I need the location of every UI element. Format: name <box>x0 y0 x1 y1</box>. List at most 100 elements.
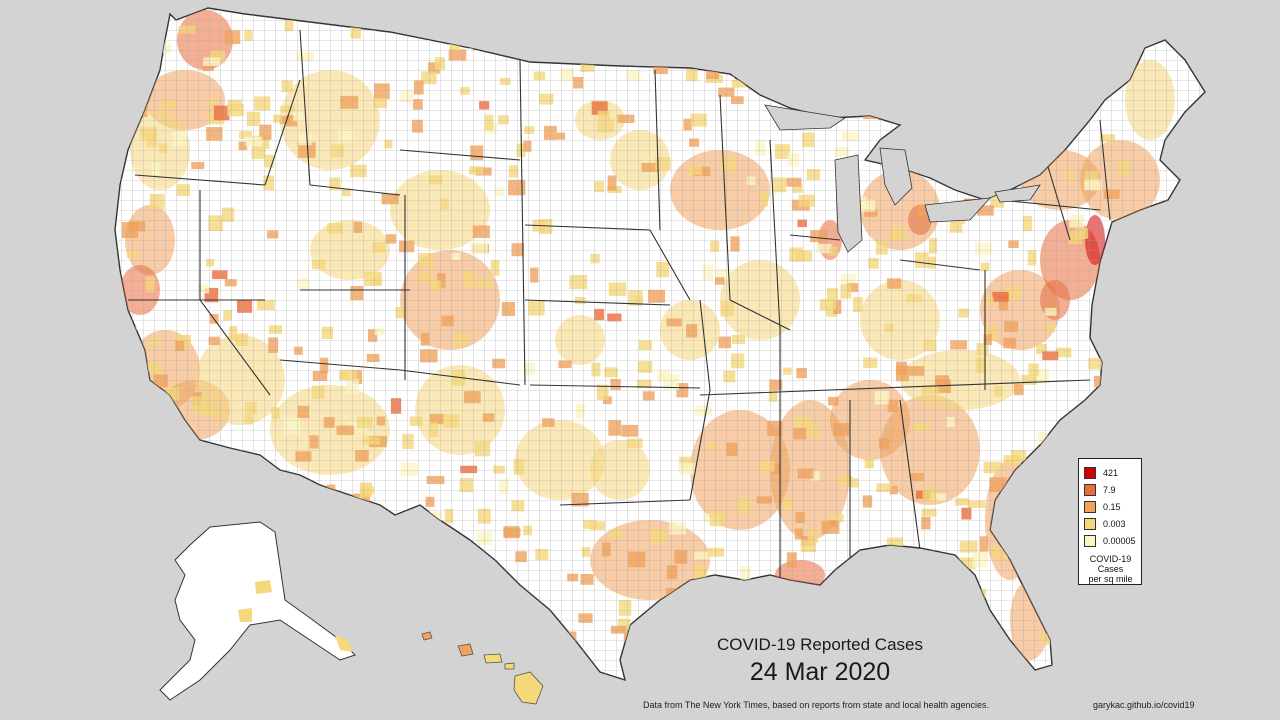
county-fill <box>247 486 256 498</box>
county-fill <box>127 505 139 515</box>
county-fill <box>569 653 585 668</box>
legend-label: 7.9 <box>1103 484 1116 495</box>
county-fill <box>1059 538 1070 547</box>
county-fill <box>981 641 997 650</box>
county-fill <box>406 602 421 617</box>
county-fill <box>446 607 459 616</box>
county-fill <box>674 35 687 45</box>
county-fill <box>602 26 619 39</box>
county-fill <box>730 621 740 635</box>
legend-title-line: COVID-19 <box>1089 554 1132 564</box>
county-fill <box>1088 613 1104 626</box>
county-fill <box>810 94 824 111</box>
legend-item: 0.003 <box>1084 516 1137 531</box>
county-fill <box>1042 474 1056 483</box>
county-fill <box>1110 312 1125 324</box>
county-fill <box>325 511 339 523</box>
county-fill <box>643 642 653 651</box>
county-fill <box>169 450 188 462</box>
county-fill <box>936 91 946 104</box>
source-note: Data from The New York Times, based on r… <box>643 700 990 710</box>
county-fill <box>1105 26 1123 39</box>
legend-swatch <box>1084 483 1096 496</box>
county-fill <box>1107 623 1122 635</box>
county-fill <box>412 628 422 638</box>
county-fill <box>1098 418 1109 434</box>
county-fill <box>957 69 968 78</box>
county-fill <box>784 608 795 623</box>
county-fill <box>886 43 902 56</box>
county-fill <box>302 565 313 573</box>
county-fill <box>1104 43 1121 56</box>
county-fill <box>660 53 670 65</box>
county-fill <box>344 519 355 533</box>
legend-item: 0.15 <box>1084 499 1137 514</box>
county-fill <box>289 569 299 585</box>
county-fill <box>981 622 998 635</box>
credit-link[interactable]: garykac.github.io/covid19 <box>1093 700 1195 710</box>
county-fill <box>852 566 870 578</box>
legend-item: 421 <box>1084 465 1137 480</box>
county-fill <box>957 71 969 86</box>
county-fill <box>1040 127 1054 138</box>
legend-swatch <box>1084 534 1096 547</box>
county-fill <box>408 566 424 576</box>
county-fill <box>162 457 174 474</box>
county-fill <box>994 127 1011 143</box>
county-fill <box>369 555 383 563</box>
county-fill <box>401 578 412 594</box>
hawaii <box>421 631 544 705</box>
legend-title: COVID-19 Cases per sq mile <box>1084 554 1137 584</box>
county-fill <box>139 656 156 668</box>
county-fill <box>913 30 926 45</box>
county-fill <box>1065 535 1076 551</box>
county-fill <box>296 550 307 564</box>
county-fill <box>784 89 801 97</box>
county-fill <box>945 52 955 67</box>
county-fill <box>725 588 737 600</box>
county-fill <box>629 658 646 673</box>
county-fill <box>303 557 319 570</box>
county-fill <box>176 445 193 458</box>
county-fill <box>272 501 284 514</box>
county-fill <box>895 114 912 123</box>
county-fill <box>634 42 645 56</box>
county-fill <box>349 551 359 560</box>
county-fill <box>796 614 813 622</box>
county-fill <box>404 649 415 659</box>
county-fill <box>1071 421 1081 434</box>
county-fill <box>922 621 940 636</box>
county-fill <box>614 38 630 52</box>
county-fill <box>786 44 799 54</box>
legend-swatch <box>1084 500 1096 513</box>
county-fill <box>575 23 587 33</box>
county-fill <box>830 612 840 624</box>
county-fill <box>959 38 973 53</box>
county-fill <box>371 520 386 531</box>
county-fill <box>1007 506 1024 516</box>
county-fill <box>161 601 172 609</box>
county-fill <box>1082 87 1100 103</box>
legend-item: 0.00005 <box>1084 533 1137 548</box>
county-fill <box>403 20 419 30</box>
county-fill <box>404 520 414 532</box>
county-fill <box>1118 29 1129 42</box>
county-fill <box>494 578 508 594</box>
county-fill <box>1110 441 1126 451</box>
county-fill <box>363 535 376 547</box>
county-fill <box>391 649 409 664</box>
county-fill <box>753 39 769 56</box>
county-fill <box>1103 72 1115 83</box>
county-fill <box>168 481 183 496</box>
county-fill <box>134 498 144 512</box>
county-fill <box>732 67 750 78</box>
county-fill <box>859 561 875 574</box>
county-fill <box>150 560 166 569</box>
county-fill <box>424 643 434 651</box>
county-fill <box>1066 533 1075 543</box>
alaska <box>159 521 356 701</box>
county-fill <box>240 485 258 497</box>
county-fill <box>774 24 785 35</box>
county-fill <box>439 606 451 615</box>
